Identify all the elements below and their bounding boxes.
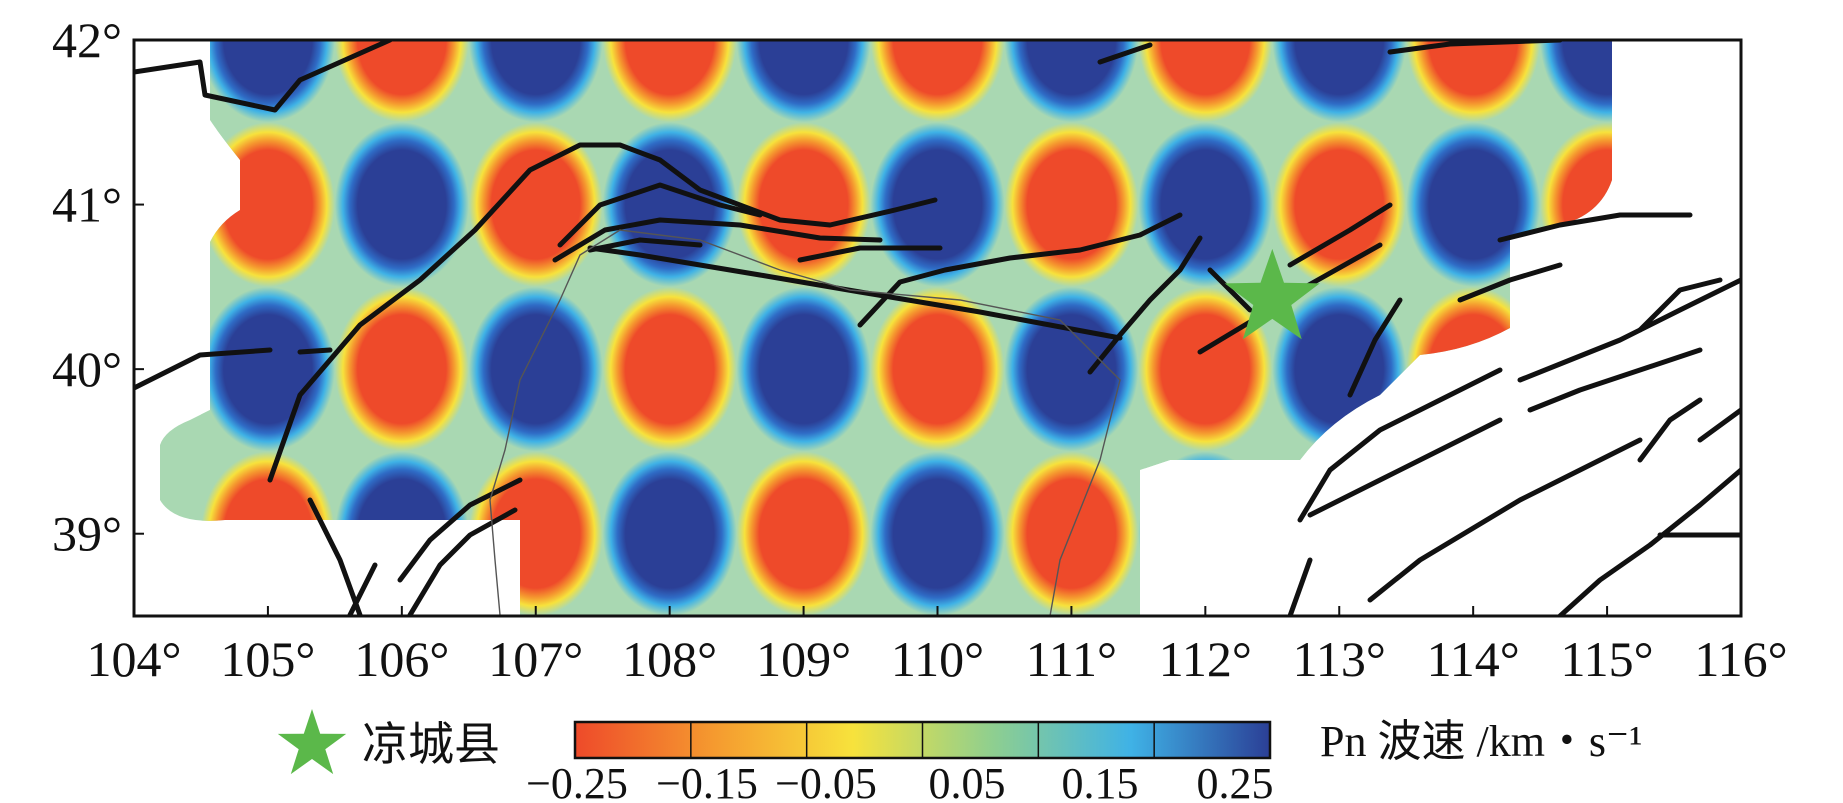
colorbar-tick-label: 0.25 [1197, 759, 1274, 803]
map-panel: 104° 105° 106° 107° 108° 109° 110° 111° 112° 113°… [52, 12, 1788, 687]
anomaly-cell-negative [870, 40, 1005, 123]
x-tick-label: 114° [1427, 631, 1520, 687]
x-tick-label: 109° [756, 631, 851, 687]
river-lines [489, 229, 1121, 616]
anomaly-cell-negative [602, 286, 737, 452]
x-tick-label: 104° [87, 631, 182, 687]
star-icon [1224, 248, 1320, 340]
star-marker [1224, 248, 1320, 340]
legend-star-icon [277, 709, 347, 775]
fault-lines [134, 40, 1741, 616]
anomaly-cell-negative [602, 40, 737, 123]
colorbar-tick-label: −0.15 [656, 759, 758, 803]
x-tick-label: 115° [1561, 631, 1654, 687]
legend-marker-label: 凉城县 [362, 719, 500, 770]
x-tick-label: 105° [220, 631, 315, 687]
colorbar-tick-label: −0.05 [775, 759, 877, 803]
colorbar-tick-label: 0.05 [929, 759, 1006, 803]
anomaly-cell-negative [736, 122, 871, 287]
anomaly-cell-positive [334, 122, 469, 287]
legend: 凉城县 −0.25 −0.15 −0.05 0.05 0.15 0.25 Pn 波速 /k… [277, 709, 1642, 803]
x-tick-label: 112° [1159, 631, 1252, 687]
y-tick-label: 40° [52, 341, 122, 397]
anomaly-cell-positive [1004, 286, 1139, 452]
anomaly-cell-positive [1138, 122, 1273, 287]
anomaly-cell-negative [1138, 40, 1273, 123]
anomaly-cell-positive [736, 286, 871, 452]
colorbar: −0.25 −0.15 −0.05 0.05 0.15 0.25 [526, 720, 1274, 803]
anomaly-cell-negative [870, 286, 1005, 452]
anomaly-cell-positive [1540, 40, 1612, 123]
x-tick-label: 110° [891, 631, 984, 687]
anomaly-cell-negative [1406, 40, 1541, 123]
anomaly-cell-negative [334, 40, 469, 123]
anomaly-cell-positive [200, 40, 335, 123]
anomaly-cell-positive [1272, 40, 1407, 123]
anomaly-cell-positive [1406, 122, 1541, 287]
anomaly-cell-positive [1004, 40, 1139, 123]
anomaly-cell-positive [200, 286, 335, 452]
colorbar-tick-label: −0.25 [526, 759, 628, 803]
colorbar-title: Pn 波速 /km・s⁻¹ [1320, 717, 1642, 766]
anomaly-cell-negative [1272, 122, 1407, 287]
x-tick-label: 111° [1026, 631, 1117, 687]
anomaly-cell-positive [736, 40, 871, 123]
y-tick-label: 39° [52, 506, 122, 562]
anomaly-cell-negative [1004, 451, 1139, 615]
x-tick-label: 108° [622, 631, 717, 687]
colorbar-tick-label: 0.15 [1062, 759, 1139, 803]
y-tick-label: 42° [52, 12, 122, 68]
y-axis: 42° 41° 40° 39° [52, 12, 144, 562]
anomaly-cell-positive [870, 451, 1005, 615]
x-axis: 104° 105° 106° 107° 108° 109° 110° 111° 112° 113°… [87, 606, 1788, 687]
x-tick-label: 107° [488, 631, 583, 687]
y-tick-label: 41° [52, 177, 122, 233]
anomaly-cell-positive [602, 451, 737, 615]
anomaly-cell-negative [1004, 122, 1139, 287]
anomaly-cell-negative [736, 451, 871, 615]
x-tick-label: 113° [1293, 631, 1386, 687]
x-tick-label: 116° [1694, 631, 1787, 687]
anomaly-cell-negative [468, 122, 603, 287]
anomaly-cell-positive [602, 122, 737, 287]
anomaly-cell-positive [468, 286, 603, 452]
anomaly-cell-negative [334, 286, 469, 452]
x-tick-label: 106° [354, 631, 449, 687]
anomaly-cell-positive [468, 40, 603, 123]
